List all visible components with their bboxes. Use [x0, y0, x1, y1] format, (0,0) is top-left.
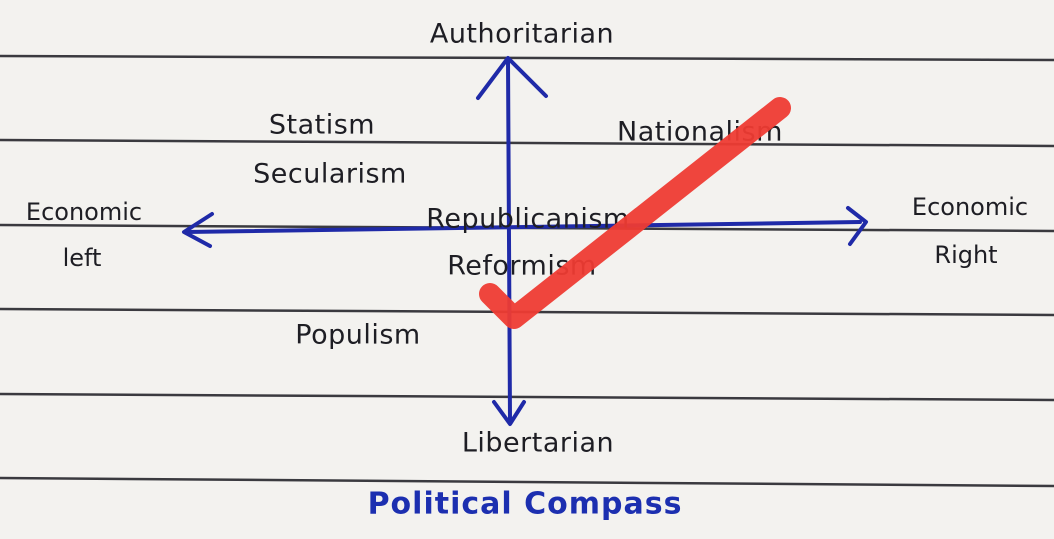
axis-label-right: Right [934, 241, 997, 269]
page: {"axes": {"top": "Authoritarian", "botto… [0, 0, 1054, 539]
axis-label-bottom: Libertarian [462, 428, 614, 459]
axis-label-left: Economic [26, 198, 142, 226]
notebook-diagram: Authoritarian Libertarian Economic left … [0, 0, 1054, 539]
axis-label-right: Economic [912, 193, 1028, 221]
vertical-axis [508, 60, 510, 420]
ideology-label: Statism [269, 110, 375, 141]
ideology-label: Secularism [253, 159, 407, 190]
axis-label-top: Authoritarian [430, 19, 614, 50]
axis-label-left: left [63, 244, 102, 272]
diagram-title: Political Compass [368, 487, 683, 522]
ideology-label: Republicanism [426, 204, 629, 235]
ideology-label: Populism [295, 320, 420, 351]
